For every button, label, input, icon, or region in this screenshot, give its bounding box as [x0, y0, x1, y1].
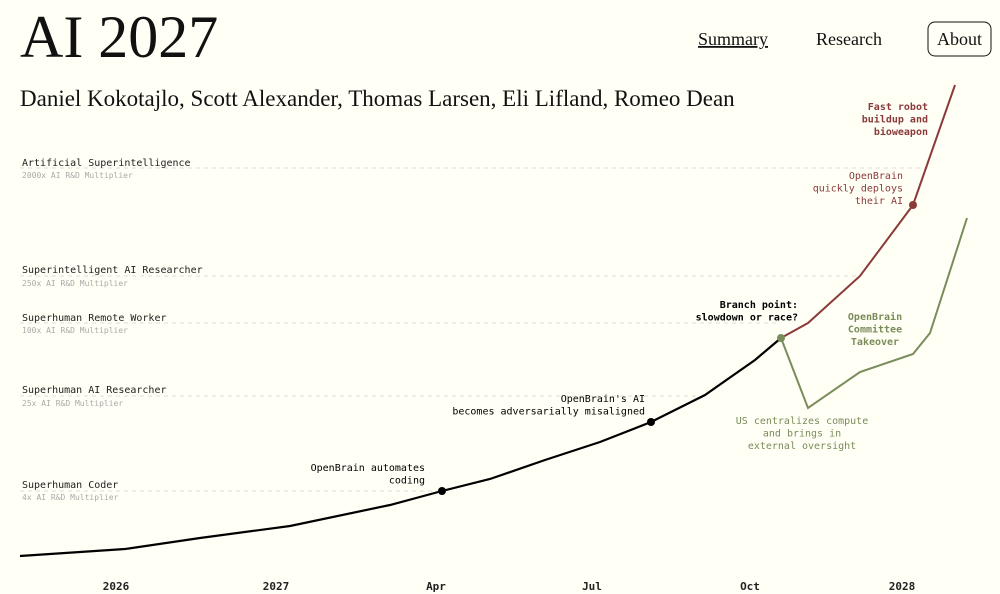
- nav-link[interactable]: Research: [816, 29, 882, 49]
- level-multiplier: 250x AI R&D Multiplier: [22, 279, 128, 288]
- level-multiplier: 100x AI R&D Multiplier: [22, 326, 128, 335]
- level-multiplier: 4x AI R&D Multiplier: [22, 493, 119, 502]
- annotation-line: Branch point:: [720, 299, 798, 311]
- annotation-line: OpenBrain: [848, 311, 902, 323]
- level-name: Superhuman AI Researcher: [22, 385, 167, 396]
- annotation-line: becomes adversarially misaligned: [452, 407, 645, 418]
- authors: Daniel Kokotajlo, Scott Alexander, Thoma…: [20, 86, 735, 111]
- race-trajectory: [780, 84, 956, 339]
- annotation-line: slowdown or race?: [696, 313, 798, 324]
- annotation-line: OpenBrain: [849, 171, 903, 182]
- annotation-line: Fast robot: [868, 102, 928, 113]
- annotation-line: US centralizes compute: [736, 416, 868, 427]
- annotation-line: quickly deploys: [813, 184, 903, 195]
- annotation-line: Committee: [848, 324, 902, 336]
- x-label: Oct: [740, 580, 760, 593]
- annotation-line: bioweapon: [874, 126, 928, 138]
- nav-link[interactable]: Summary: [698, 29, 768, 49]
- milestone-dot: [647, 418, 655, 426]
- x-labels: 2026 2027 Apr Jul Oct 2028: [103, 580, 916, 593]
- annotation-line: Takeover: [851, 337, 899, 348]
- level-name: Superhuman Coder: [22, 480, 118, 491]
- x-label: Jul: [582, 580, 602, 593]
- nav-link[interactable]: About: [937, 29, 982, 49]
- annotation-line: coding: [389, 476, 425, 487]
- milestone-dot: [438, 487, 446, 495]
- level-multiplier: 25x AI R&D Multiplier: [22, 399, 123, 408]
- annotation-line: and brings in: [763, 429, 841, 440]
- level-name: Artificial Superintelligence: [22, 158, 191, 169]
- x-label: 2028: [889, 580, 916, 593]
- milestone-dot: [777, 334, 785, 342]
- annotation-line: external oversight: [748, 441, 856, 452]
- annotation-line: OpenBrain's AI: [561, 394, 645, 405]
- annotation-line: OpenBrain automates: [311, 463, 425, 474]
- x-label: 2027: [263, 580, 290, 593]
- site-title: AI 2027: [20, 4, 218, 70]
- level-name: Superintelligent AI Researcher: [22, 265, 203, 276]
- slowdown-trajectory: [780, 217, 968, 410]
- level-name: Superhuman Remote Worker: [22, 313, 167, 324]
- nav-button-border: [927, 21, 992, 57]
- x-label: Apr: [426, 580, 446, 593]
- annotation-line: their AI: [855, 196, 903, 207]
- annotation-line: buildup and: [862, 114, 928, 126]
- level-multiplier: 2000x AI R&D Multiplier: [22, 171, 133, 180]
- milestone-dot: [909, 201, 917, 209]
- main-trajectory: [19, 337, 782, 558]
- x-label: 2026: [103, 580, 130, 593]
